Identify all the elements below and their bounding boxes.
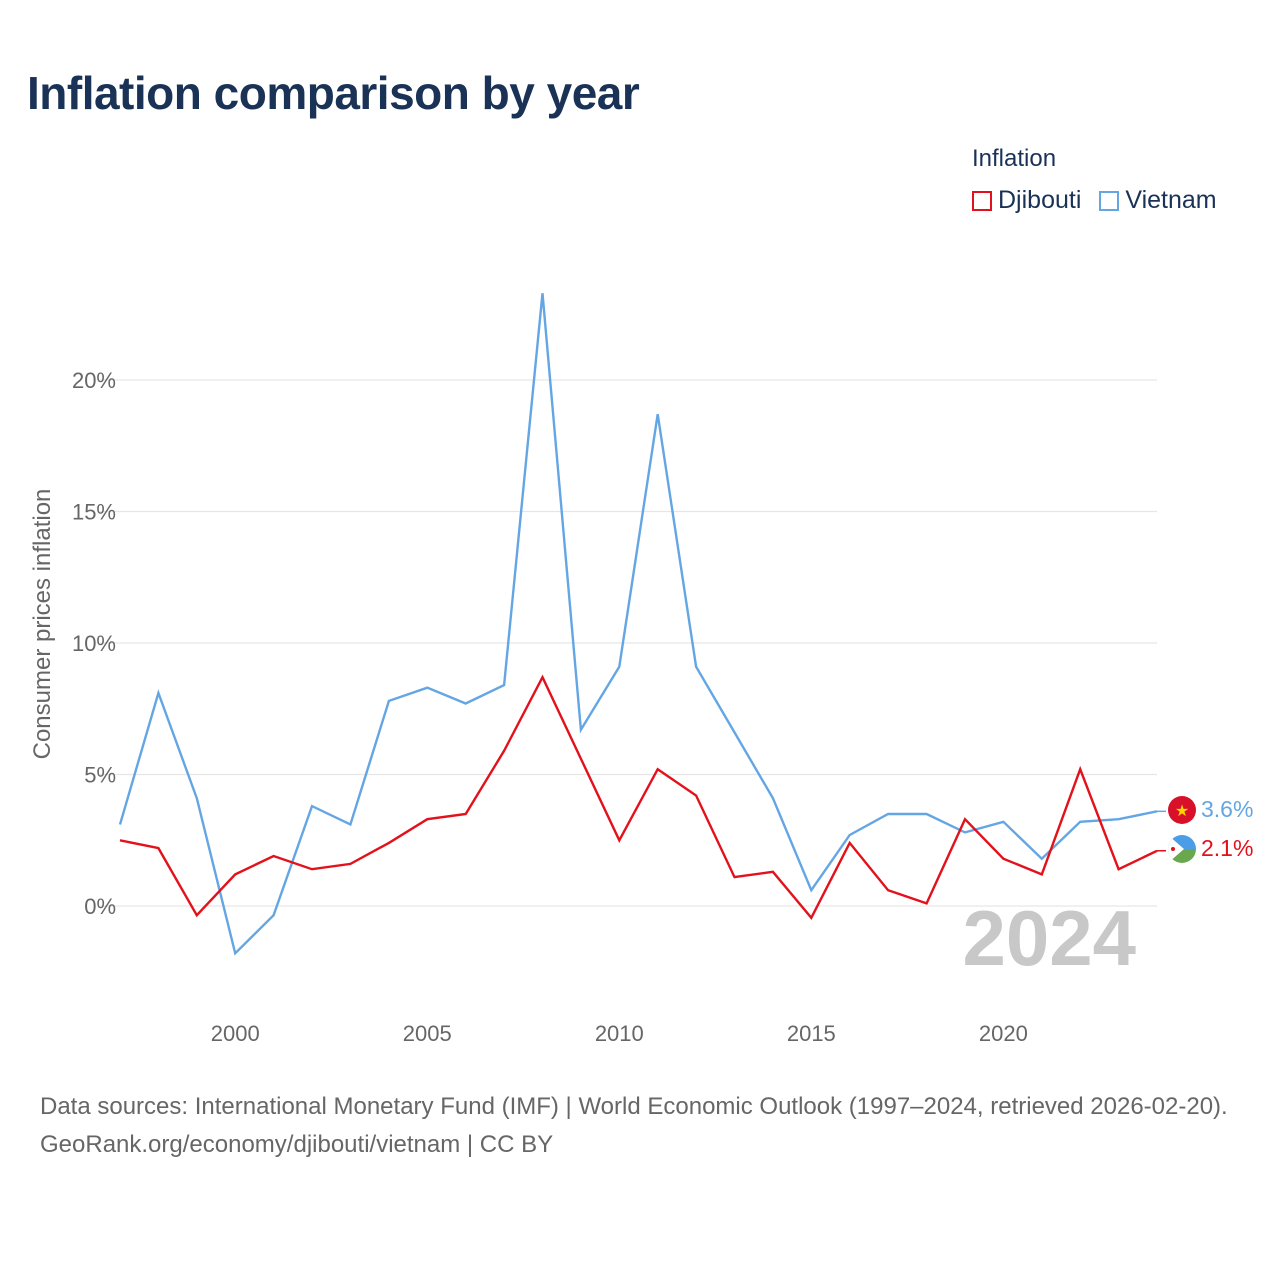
legend-item-djibouti[interactable]: Djibouti (972, 186, 1081, 215)
x-tick-label: 2010 (595, 1021, 644, 1046)
line-chart: 0% 5% 10% 15% 20% 2000 2005 2010 2015 2020 Consu… (29, 293, 1253, 1046)
djibouti-flag-icon (1168, 835, 1196, 863)
legend-label-vietnam: Vietnam (1125, 186, 1217, 214)
source-note: Data sources: International Monetary Fun… (40, 1088, 1250, 1164)
y-axis-ticks: 0% 5% 10% 15% 20% (72, 368, 116, 919)
series-line-djibouti[interactable] (119, 674, 1158, 920)
year-watermark: 2024 (962, 894, 1136, 982)
legend-swatch-djibouti (972, 190, 992, 211)
legend-item-vietnam[interactable]: Vietnam (1099, 186, 1217, 215)
x-axis-ticks: 2000 2005 2010 2015 2020 (211, 1021, 1028, 1046)
x-tick-label: 2020 (979, 1021, 1028, 1046)
gridlines (100, 379, 1157, 907)
svg-text:★: ★ (1175, 801, 1189, 820)
djibouti-end-label: 2.1% (1201, 835, 1253, 861)
source-line: Data sources: International Monetary Fun… (40, 1093, 1228, 1120)
end-markers: ★ 3.6% 2.1% (1168, 796, 1253, 863)
vietnam-flag-icon: ★ (1168, 796, 1196, 824)
legend-swatch-vietnam (1099, 190, 1120, 211)
x-tick-label: 2005 (403, 1021, 452, 1046)
y-tick-label: 10% (72, 631, 116, 656)
y-axis-label: Consumer prices inflation (29, 489, 56, 760)
chart-title: Inflation comparison by year (27, 67, 640, 119)
vietnam-end-label: 3.6% (1201, 796, 1253, 822)
series-line-vietnam[interactable] (118, 293, 1158, 956)
y-tick-label: 0% (84, 894, 116, 919)
legend-title: Inflation (972, 145, 1057, 172)
y-tick-label: 15% (72, 500, 116, 525)
legend: Djibouti Vietnam (972, 186, 1235, 215)
x-tick-label: 2000 (211, 1021, 260, 1046)
source-link[interactable]: GeoRank.org/economy/djibouti/vietnam | C… (40, 1131, 554, 1158)
series-lines (118, 293, 1166, 956)
y-tick-label: 20% (72, 368, 116, 393)
x-tick-label: 2015 (787, 1021, 836, 1046)
y-tick-label: 5% (84, 763, 116, 788)
legend-label-djibouti: Djibouti (998, 186, 1082, 214)
